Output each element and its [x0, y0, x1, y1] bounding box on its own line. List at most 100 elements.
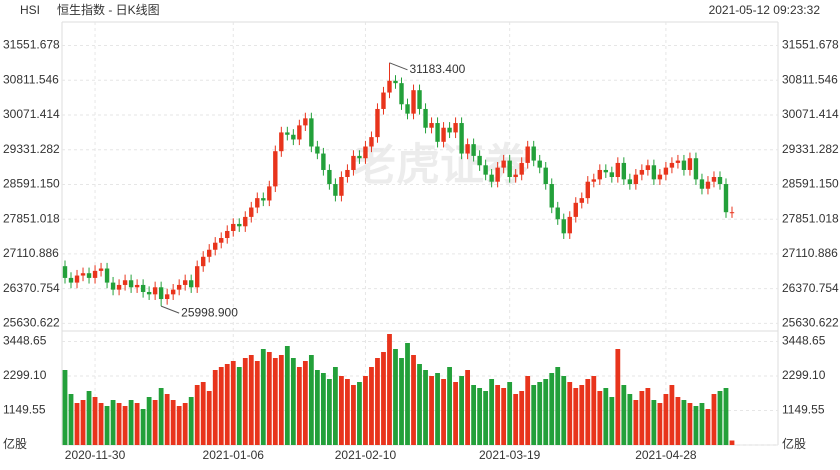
- volume-bar: [609, 397, 615, 445]
- volume-bar: [669, 385, 675, 445]
- volume-bar: [495, 385, 501, 445]
- volume-tick-label-left: 亿股: [3, 436, 27, 451]
- volume-bar: [290, 358, 296, 445]
- candle-body: [441, 127, 446, 142]
- y-tick-label-right: 26370.754: [782, 281, 839, 295]
- y-tick-label-right: 31551.678: [782, 38, 839, 52]
- volume-bar: [128, 400, 134, 445]
- volume-bar: [519, 391, 525, 445]
- volume-bar: [170, 400, 176, 445]
- candle-body: [555, 207, 560, 220]
- candle-body: [219, 238, 224, 243]
- candle-body: [86, 273, 92, 278]
- candle-body: [525, 146, 530, 163]
- candle-body: [261, 198, 266, 201]
- volume-bar: [717, 391, 723, 445]
- volume-bar: [555, 367, 561, 445]
- candle-body: [597, 169, 603, 180]
- timestamp: 2021-05-12 09:23:32: [709, 3, 821, 17]
- volume-bar: [152, 400, 158, 445]
- volume-bar: [146, 397, 152, 445]
- volume-bar: [188, 397, 194, 445]
- volume-bar: [561, 376, 567, 445]
- annotation-label: 25998.900: [181, 305, 238, 319]
- y-tick-label-right: 28591.150: [782, 177, 839, 191]
- candle-body: [104, 268, 110, 283]
- volume-bar: [543, 379, 549, 445]
- volume-bar: [657, 403, 663, 445]
- volume-bar: [182, 403, 188, 445]
- volume-bar: [513, 394, 519, 445]
- volume-bar: [681, 400, 687, 445]
- volume-tick-label-right: 1149.55: [782, 403, 825, 417]
- candle-body: [303, 118, 308, 126]
- candle-body: [339, 177, 344, 196]
- volume-bar: [242, 358, 248, 445]
- candle-body: [375, 108, 380, 138]
- y-tick-label-left: 31551.678: [3, 38, 60, 52]
- y-tick-label-left: 29331.282: [3, 142, 60, 156]
- volume-tick-label-right: 亿股: [782, 436, 806, 451]
- candle-body: [567, 216, 572, 234]
- volume-bar: [98, 403, 104, 445]
- candle-body: [471, 144, 476, 156]
- volume-bar: [260, 349, 266, 445]
- candle-body: [273, 151, 278, 187]
- candle-body: [279, 132, 284, 152]
- candle-body: [170, 289, 176, 295]
- candle-body: [369, 137, 374, 147]
- volume-bar: [645, 388, 651, 445]
- candle-body: [621, 162, 627, 180]
- candle-body: [465, 144, 470, 154]
- candle-body: [561, 219, 566, 234]
- volume-bar: [597, 391, 603, 445]
- volume-bar: [140, 409, 146, 445]
- candle-body: [140, 284, 146, 292]
- y-tick-label-left: 26370.754: [3, 281, 60, 295]
- x-tick-label: 2021-03-19: [479, 448, 541, 462]
- y-tick-label-left: 25630.622: [3, 316, 60, 330]
- volume-tick-label-left: 3448.65: [3, 334, 47, 348]
- volume-bar: [296, 367, 302, 445]
- volume-tick-label-left: 2299.10: [3, 368, 47, 382]
- y-tick-label-left: 27851.018: [3, 211, 60, 225]
- volume-bar: [501, 388, 507, 445]
- candle-body: [68, 277, 74, 283]
- volume-bar: [699, 403, 705, 445]
- annotation-label: 31183.400: [409, 62, 465, 76]
- y-tick-label-left: 28591.150: [3, 177, 60, 191]
- volume-bar: [405, 343, 410, 445]
- volume-bar: [302, 361, 308, 445]
- volume-bar: [363, 376, 368, 445]
- volume-bar: [104, 406, 110, 445]
- volume-bar: [531, 385, 537, 445]
- volume-bar: [92, 397, 98, 445]
- volume-bar: [387, 334, 392, 445]
- volume-bar: [723, 388, 729, 445]
- candle-body: [255, 198, 260, 208]
- volume-bar: [375, 358, 380, 445]
- y-tick-label-right: 29331.282: [782, 142, 839, 156]
- volume-bar: [663, 394, 669, 445]
- volume-bar: [687, 403, 693, 445]
- volume-bar: [158, 388, 164, 445]
- candle-body: [363, 146, 368, 159]
- annotation-leader: [389, 62, 408, 71]
- volume-bar: [194, 385, 200, 445]
- volume-bar: [675, 397, 681, 445]
- candle-body: [669, 162, 675, 168]
- candle-body: [381, 92, 386, 109]
- y-tick-label-right: 30071.414: [782, 107, 839, 121]
- candle-body: [657, 174, 663, 180]
- volume-bar: [711, 394, 717, 445]
- candle-body: [321, 153, 326, 170]
- candle-body: [62, 266, 68, 278]
- candle-body: [116, 284, 122, 290]
- volume-bar: [62, 370, 68, 445]
- chart-title: 恒生指数 - 日K线图: [57, 2, 160, 17]
- candle-body: [309, 118, 314, 147]
- candle-body: [164, 294, 170, 300]
- volume-bar: [549, 373, 555, 445]
- candle-body: [393, 80, 398, 84]
